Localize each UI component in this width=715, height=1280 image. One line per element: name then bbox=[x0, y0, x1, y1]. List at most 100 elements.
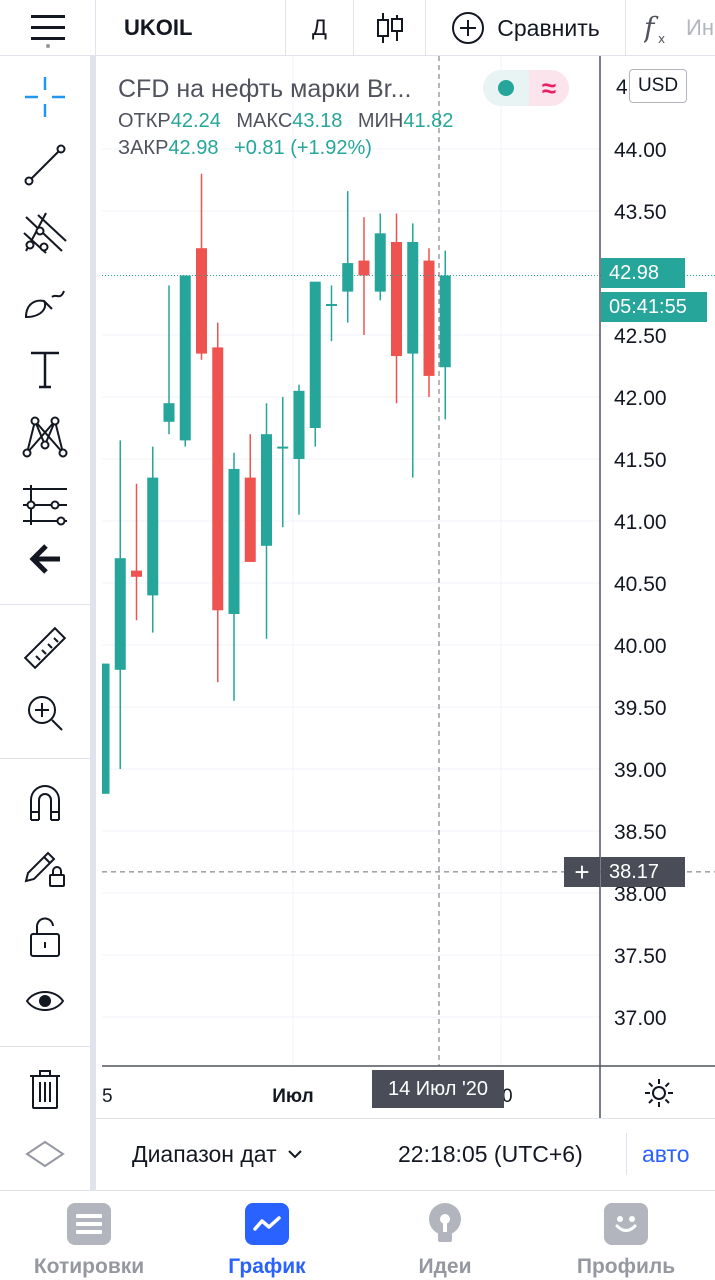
pitchfork-tool[interactable] bbox=[0, 202, 90, 264]
delayed-data-icon: ≈ bbox=[529, 70, 569, 106]
text-icon bbox=[31, 351, 59, 389]
candle-body bbox=[114, 558, 126, 670]
time-tick-label: 0 bbox=[502, 1086, 513, 1107]
pitchfork-icon bbox=[23, 212, 67, 254]
prediction-tool[interactable] bbox=[0, 474, 90, 536]
pencil-lock-icon bbox=[24, 851, 65, 887]
price-tick-label: 39.50 bbox=[614, 697, 667, 720]
chart-area[interactable]: 44.0043.5043.0042.5042.0041.5041.0040.50… bbox=[102, 56, 715, 1118]
date-range-button[interactable]: Диапазон дат bbox=[132, 1119, 303, 1189]
close-row: ЗАКР42.98 +0.81 (+1.92%) bbox=[118, 135, 598, 162]
date-range-label: Диапазон дат bbox=[132, 1140, 277, 1167]
layers-tool[interactable] bbox=[0, 1140, 90, 1190]
price-tick-label: 41.00 bbox=[614, 511, 667, 534]
brush-icon bbox=[24, 290, 65, 319]
date-range-bar: Диапазон дат 22:18:05 (UTC+6) авто bbox=[96, 1118, 715, 1190]
candle-body bbox=[423, 260, 435, 376]
candle-body bbox=[179, 275, 191, 441]
chart-canvas[interactable]: 44.0043.5043.0042.5042.0041.5041.0040.50… bbox=[102, 56, 715, 1118]
drawing-toolbar bbox=[0, 56, 96, 1190]
price-tick-label: 40.50 bbox=[614, 573, 667, 596]
indicators-label: Ин bbox=[686, 15, 714, 40]
price-tick-label: 38.50 bbox=[614, 821, 667, 844]
currency-button[interactable]: USD bbox=[629, 69, 687, 103]
symbol-button[interactable]: UKOIL bbox=[96, 0, 286, 56]
visibility-tool[interactable] bbox=[0, 970, 90, 1032]
auto-scale-button[interactable]: авто bbox=[626, 1133, 715, 1175]
candle-body bbox=[342, 263, 354, 292]
bottom-navigation: Котировки График Идеи Профиль bbox=[0, 1190, 715, 1280]
price-tick-label: 37.00 bbox=[614, 1007, 667, 1030]
svg-text:x: x bbox=[658, 32, 665, 45]
last-price-label: 42.98 bbox=[601, 258, 685, 288]
low-value: 41.82 bbox=[403, 110, 454, 132]
nav-chart[interactable]: График bbox=[178, 1191, 356, 1280]
brush-tool[interactable] bbox=[0, 270, 90, 332]
candle-body bbox=[374, 233, 386, 292]
remove-drawings-tool[interactable] bbox=[0, 1058, 90, 1120]
trash-icon bbox=[30, 1070, 60, 1109]
trend-line-tool[interactable] bbox=[0, 134, 90, 196]
function-icon: f x bbox=[644, 11, 665, 45]
zoom-in-icon bbox=[28, 696, 63, 731]
market-status-pill[interactable]: ≈ bbox=[483, 70, 569, 106]
fib-levels-icon bbox=[23, 485, 67, 526]
price-tick-label: 40.00 bbox=[614, 635, 667, 658]
nav-profile-label: Профиль bbox=[576, 1255, 676, 1278]
pattern-tool[interactable] bbox=[0, 406, 90, 468]
chart-settings-button[interactable] bbox=[602, 1068, 715, 1118]
sun-settings-icon bbox=[644, 1079, 673, 1107]
price-tick-label: 41.50 bbox=[614, 449, 667, 472]
candle-body bbox=[163, 403, 175, 422]
candle-body bbox=[309, 281, 321, 428]
magnet-tool[interactable] bbox=[0, 772, 90, 834]
legend-title[interactable]: CFD на нефть марки Br... bbox=[118, 75, 412, 103]
symbol-label: UKOIL bbox=[124, 15, 193, 40]
price-tick-label: 4 bbox=[616, 76, 628, 99]
add-alert-plus-icon[interactable]: + bbox=[564, 857, 600, 887]
price-tick-label: 37.50 bbox=[614, 945, 667, 968]
ruler-icon bbox=[23, 626, 67, 670]
candle-body bbox=[131, 570, 142, 577]
zoom-tool[interactable] bbox=[0, 682, 90, 744]
hide-toolbar-button[interactable] bbox=[0, 528, 90, 590]
nav-chart-label: График bbox=[228, 1255, 306, 1278]
layers-icon bbox=[25, 1140, 65, 1168]
toolbar-divider bbox=[0, 604, 90, 605]
lock-drawings-tool[interactable] bbox=[0, 836, 90, 898]
nav-ideas[interactable]: Идеи bbox=[356, 1191, 534, 1280]
compare-button[interactable]: Сравнить bbox=[426, 0, 626, 56]
open-value: 42.24 bbox=[170, 110, 221, 132]
text-tool[interactable] bbox=[0, 338, 90, 400]
close-value: 42.98 bbox=[168, 137, 219, 159]
quotes-list-icon bbox=[67, 1203, 111, 1245]
nav-quotes-label: Котировки bbox=[33, 1255, 145, 1278]
candle-body bbox=[228, 468, 240, 614]
low-label: МИН bbox=[357, 110, 404, 132]
status-dot-icon bbox=[498, 80, 514, 96]
hamburger-icon bbox=[30, 15, 65, 48]
menu-button[interactable] bbox=[0, 0, 96, 56]
crosshair-icon bbox=[25, 77, 65, 117]
lock-all-tool[interactable] bbox=[0, 906, 90, 968]
time-tick-label: 5 bbox=[102, 1086, 113, 1107]
toolbar-divider bbox=[0, 1046, 90, 1047]
magnet-icon bbox=[30, 785, 60, 821]
price-tick-label: 42.50 bbox=[614, 325, 667, 348]
chart-type-button[interactable] bbox=[354, 0, 426, 56]
crosshair-tool[interactable] bbox=[0, 66, 90, 128]
nav-profile[interactable]: Профиль bbox=[537, 1191, 715, 1280]
candle-body bbox=[407, 242, 419, 354]
toolbar-divider bbox=[0, 758, 90, 759]
chart-legend: CFD на нефть марки Br... ОТКР42.24 МАКС4… bbox=[118, 70, 598, 162]
interval-button[interactable]: Д bbox=[286, 0, 354, 56]
chevron-down-icon bbox=[287, 1150, 302, 1159]
price-tick-label: 44.00 bbox=[614, 139, 667, 162]
ruler-tool[interactable] bbox=[0, 618, 90, 680]
nav-quotes[interactable]: Котировки bbox=[0, 1191, 178, 1280]
timezone-clock[interactable]: 22:18:05 (UTC+6) bbox=[398, 1140, 583, 1167]
indicators-button[interactable]: f x Ин bbox=[626, 0, 715, 56]
time-tick-label: Июл bbox=[272, 1086, 313, 1107]
candle-body bbox=[439, 275, 451, 368]
candle-body bbox=[244, 477, 256, 562]
